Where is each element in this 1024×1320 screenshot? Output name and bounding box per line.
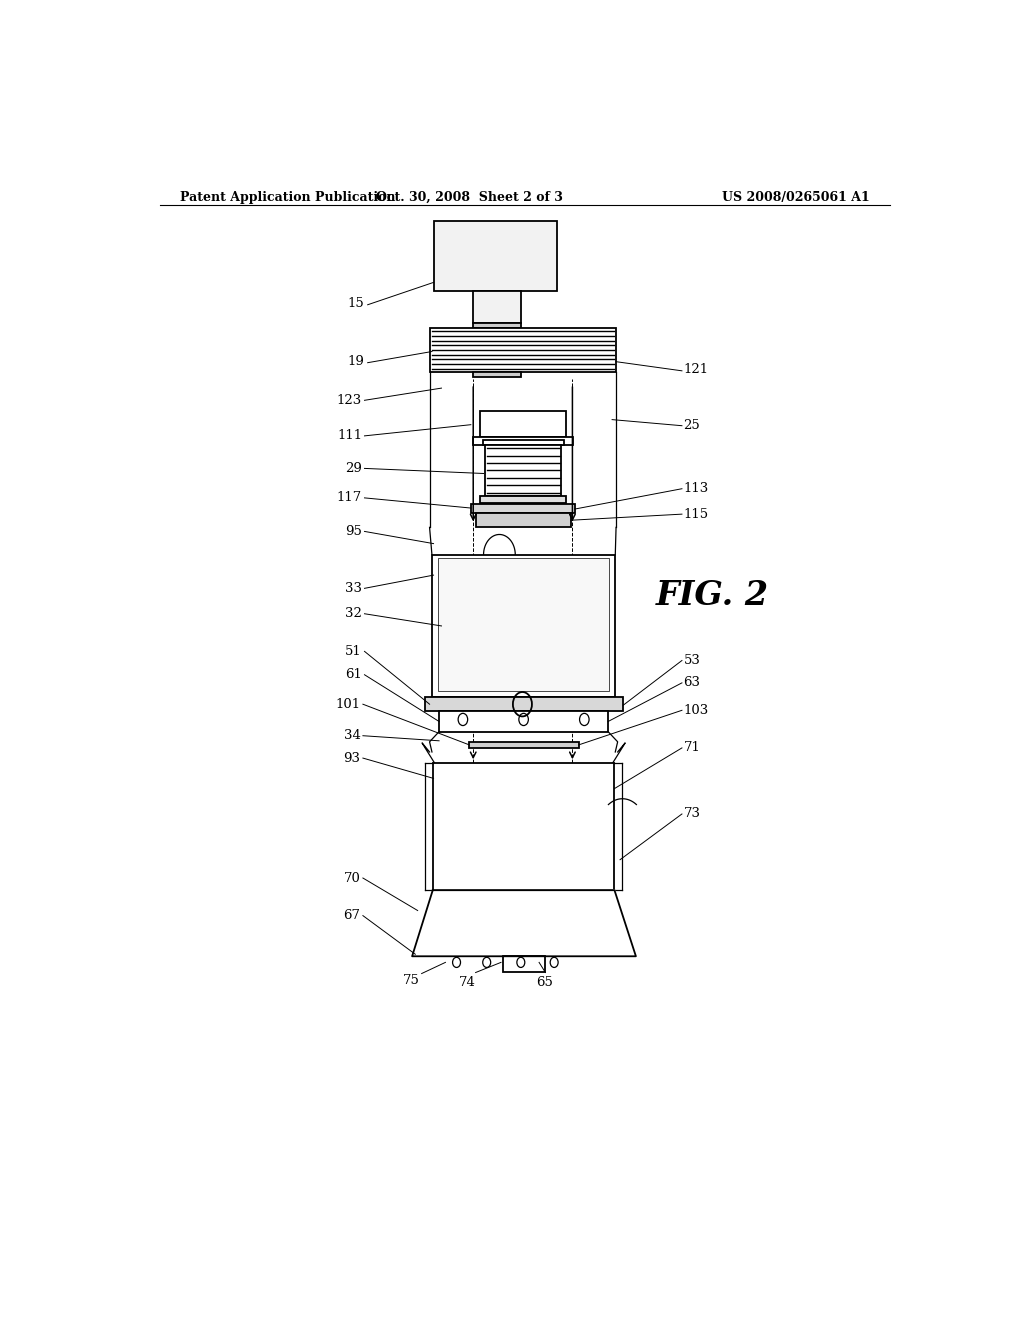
Text: 121: 121 — [684, 363, 709, 376]
Text: Patent Application Publication: Patent Application Publication — [179, 191, 395, 203]
Text: 95: 95 — [345, 525, 362, 539]
Bar — [475, 513, 570, 528]
Text: 70: 70 — [344, 871, 360, 884]
Bar — [485, 445, 561, 496]
Bar — [438, 558, 609, 690]
Polygon shape — [412, 890, 636, 956]
Text: US 2008/0265061 A1: US 2008/0265061 A1 — [722, 191, 870, 203]
Text: 117: 117 — [337, 491, 362, 504]
Text: 51: 51 — [345, 645, 362, 657]
Text: FIG. 2: FIG. 2 — [655, 579, 769, 612]
Text: 71: 71 — [684, 742, 700, 755]
Text: 61: 61 — [345, 668, 362, 681]
Text: 53: 53 — [684, 653, 700, 667]
Bar — [469, 742, 579, 748]
Bar — [479, 412, 566, 437]
Bar — [425, 697, 624, 711]
Text: 33: 33 — [345, 582, 362, 595]
Text: 73: 73 — [684, 808, 700, 821]
Bar — [473, 437, 573, 445]
Text: 111: 111 — [337, 429, 362, 442]
Text: 74: 74 — [459, 975, 476, 989]
Text: 103: 103 — [684, 704, 709, 717]
Text: 93: 93 — [343, 751, 360, 764]
Bar — [433, 222, 557, 290]
Bar — [439, 711, 608, 731]
Bar — [503, 956, 545, 972]
Text: Oct. 30, 2008  Sheet 2 of 3: Oct. 30, 2008 Sheet 2 of 3 — [376, 191, 562, 203]
Bar — [471, 504, 574, 513]
Text: 15: 15 — [348, 297, 365, 310]
Text: 63: 63 — [684, 676, 700, 689]
Text: 29: 29 — [345, 462, 362, 475]
Text: 101: 101 — [336, 698, 360, 710]
Text: 113: 113 — [684, 482, 709, 495]
Bar — [430, 329, 616, 372]
Text: 65: 65 — [537, 975, 553, 989]
Text: 115: 115 — [684, 508, 709, 520]
Bar — [473, 372, 521, 378]
Bar — [473, 290, 521, 323]
Text: 67: 67 — [343, 909, 360, 923]
Text: 75: 75 — [402, 974, 420, 986]
Bar — [480, 496, 566, 503]
Text: 25: 25 — [684, 420, 700, 432]
Bar — [482, 440, 563, 445]
Text: 34: 34 — [344, 729, 360, 742]
Text: 19: 19 — [347, 355, 365, 368]
Bar — [433, 763, 614, 890]
Text: 32: 32 — [345, 607, 362, 620]
Bar — [473, 323, 521, 329]
Bar — [432, 554, 615, 697]
Text: 123: 123 — [337, 393, 362, 407]
